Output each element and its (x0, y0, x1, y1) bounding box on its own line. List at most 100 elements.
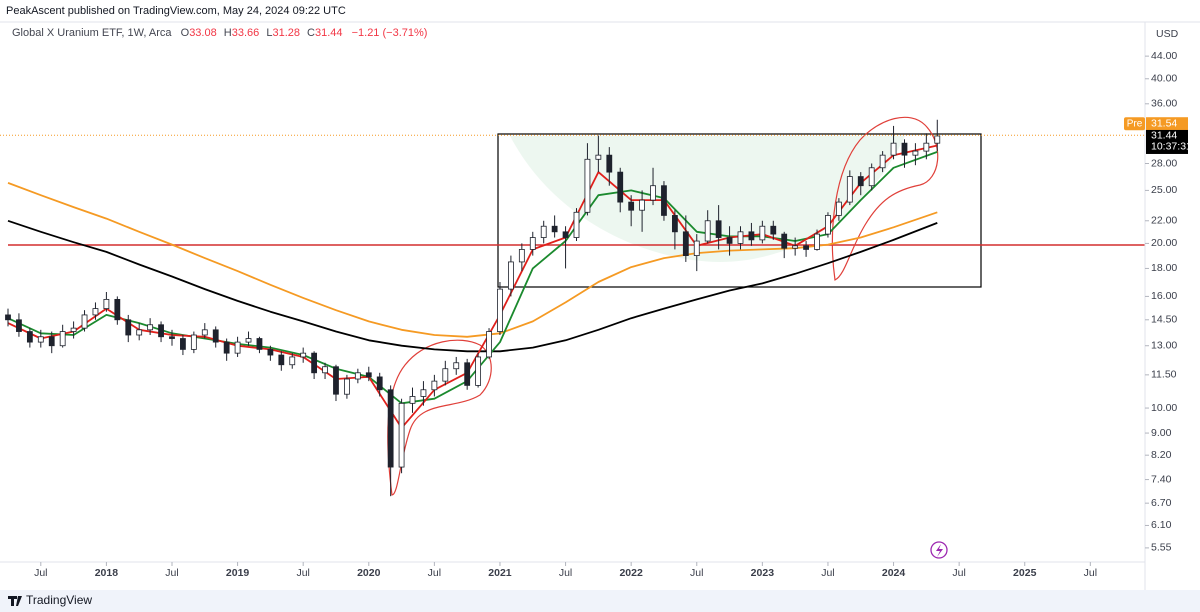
candle-body (289, 356, 296, 366)
highlight-ellipse (387, 339, 492, 496)
candle-body (169, 336, 175, 339)
moving-average (7, 182, 938, 338)
candle-body (59, 331, 66, 347)
candle-body (868, 167, 875, 187)
candle-body (715, 220, 722, 238)
candle-body (267, 349, 274, 356)
candle-body (365, 372, 372, 378)
x-tick-label: Jul (952, 567, 965, 579)
candle-body (529, 237, 536, 250)
candle-body (551, 225, 558, 233)
candle-body (70, 327, 77, 332)
pre-market-tag (1124, 117, 1145, 131)
candle-body (201, 329, 208, 336)
x-tick-label: Jul (34, 567, 47, 579)
candle-body (92, 308, 99, 316)
y-tick-label: 40.00 (1151, 73, 1177, 85)
candle-body (256, 338, 263, 350)
candle-body (792, 245, 799, 249)
candle-body (497, 288, 503, 332)
candle-body (934, 135, 941, 144)
pre-market-price: 31.54 (1151, 117, 1177, 129)
candle-body (825, 215, 831, 235)
x-tick-label: Jul (690, 567, 703, 579)
y-tick-label: 11.50 (1151, 369, 1177, 381)
candle-body (835, 201, 842, 216)
candle-body (376, 376, 383, 391)
y-tick-label: 18.00 (1151, 262, 1177, 274)
y-tick-label: 44.00 (1151, 50, 1177, 62)
candle-body (81, 314, 88, 329)
legend-value: 33.66 (232, 27, 260, 39)
candle-body (212, 329, 219, 343)
candle-body (573, 211, 580, 238)
candle-body (748, 231, 755, 241)
x-tick-label: 2021 (488, 567, 512, 579)
x-tick-label: Jul (559, 567, 572, 579)
candle-body (223, 341, 230, 354)
candle-body (901, 142, 908, 156)
y-tick-label: 16.00 (1151, 290, 1177, 302)
candle-body (475, 356, 482, 386)
candle-body (398, 402, 405, 468)
last-price-tag (1146, 129, 1188, 154)
candle-body (628, 201, 635, 211)
y-tick-label: 9.00 (1151, 427, 1172, 439)
y-tick-label: 5.55 (1151, 542, 1172, 554)
candle-body (103, 298, 110, 309)
candle-body (5, 314, 11, 321)
y-tick-label: 6.10 (1151, 519, 1172, 531)
y-tick-label: 25.00 (1151, 184, 1177, 196)
y-tick-label: 20.00 (1151, 237, 1177, 249)
candle-body (48, 336, 55, 347)
candle-body (540, 225, 547, 238)
x-tick-label: 2018 (95, 567, 119, 579)
candle-body (16, 319, 22, 332)
candle-body (431, 380, 438, 391)
candle-body (442, 368, 449, 382)
candle-body (671, 215, 678, 233)
candle-body (322, 366, 328, 374)
moving-average (7, 219, 938, 353)
candle-body (147, 324, 154, 331)
candle-body (464, 362, 471, 386)
candle-body (682, 231, 689, 256)
candle-body (311, 352, 318, 374)
range-box (497, 133, 982, 288)
candle-body (387, 389, 394, 468)
y-tick-label: 22.00 (1151, 215, 1177, 227)
x-tick-label: 2019 (226, 567, 250, 579)
candle-body (245, 338, 252, 343)
x-tick-label: 2023 (751, 567, 775, 579)
x-tick-label: Jul (1084, 567, 1097, 579)
candle-body (26, 331, 33, 343)
candle-body (737, 231, 744, 244)
candle-body (420, 389, 427, 397)
y-tick-label: 6.70 (1151, 497, 1172, 509)
candle-body (518, 249, 525, 263)
legend-value: 31.28 (272, 27, 300, 39)
candle-body (300, 352, 307, 358)
candle-body (158, 324, 164, 338)
x-tick-label: Jul (821, 567, 834, 579)
legend-value: 31.44 (315, 27, 343, 39)
pre-market-tag-label: Pre (1127, 118, 1143, 129)
candle-body (584, 158, 591, 213)
y-tick-label: 36.00 (1151, 98, 1177, 110)
y-tick-label: 28.00 (1151, 157, 1177, 169)
candle-body (234, 341, 241, 354)
candle-body (912, 150, 919, 156)
y-tick-label: 10.00 (1151, 402, 1177, 414)
legend-change: −1.21 (−3.71%) (352, 27, 428, 39)
candle-body (704, 220, 711, 242)
candle-body (770, 225, 777, 235)
publish-header: PeakAscent published on TradingView.com,… (6, 5, 346, 17)
legend-title: Global X Uranium ETF, 1W, Arca (12, 27, 172, 39)
y-tick-label: 8.20 (1151, 449, 1172, 461)
candle-body (759, 225, 766, 241)
countdown: 10:37:31 (1151, 141, 1192, 153)
candle-body (508, 261, 514, 290)
y-tick-label: 7.40 (1151, 473, 1172, 485)
candle-body (693, 240, 700, 256)
